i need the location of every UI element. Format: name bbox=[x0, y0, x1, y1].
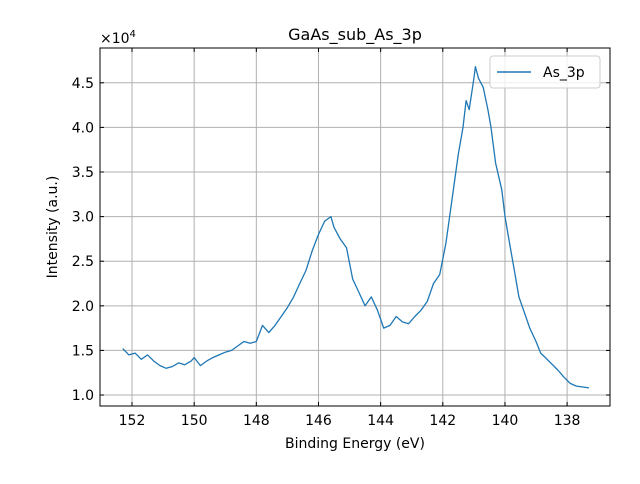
y-tick-label: 4.5 bbox=[72, 76, 94, 92]
y-tick-label: 2.5 bbox=[72, 254, 94, 270]
y-tick-label: 1.5 bbox=[72, 343, 94, 359]
x-tick-label: 144 bbox=[367, 413, 394, 429]
x-tick-label: 138 bbox=[554, 413, 581, 429]
y-tick-label: 4.0 bbox=[72, 120, 94, 136]
x-tick-label: 146 bbox=[305, 413, 332, 429]
y-tick-label: 1.0 bbox=[72, 388, 94, 404]
x-tick-label: 150 bbox=[181, 413, 208, 429]
x-axis-label: Binding Energy (eV) bbox=[285, 436, 425, 452]
legend-label-as-3p: As_3p bbox=[543, 65, 585, 81]
x-tick-label: 140 bbox=[492, 413, 519, 429]
y-tick-label: 3.0 bbox=[72, 210, 94, 226]
y-tick-label: 2.0 bbox=[72, 299, 94, 315]
x-tick-label: 152 bbox=[119, 413, 146, 429]
y-multiplier-base: ×10 bbox=[100, 31, 130, 47]
x-tick-label: 148 bbox=[243, 413, 270, 429]
x-tick-label: 142 bbox=[429, 413, 456, 429]
chart-title: GaAs_sub_As_3p bbox=[288, 25, 422, 45]
y-multiplier-exp: 4 bbox=[130, 29, 136, 40]
y-tick-label: 3.5 bbox=[72, 165, 94, 181]
y-axis-label: Intensity (a.u.) bbox=[45, 176, 61, 279]
legend: As_3p bbox=[490, 56, 600, 88]
